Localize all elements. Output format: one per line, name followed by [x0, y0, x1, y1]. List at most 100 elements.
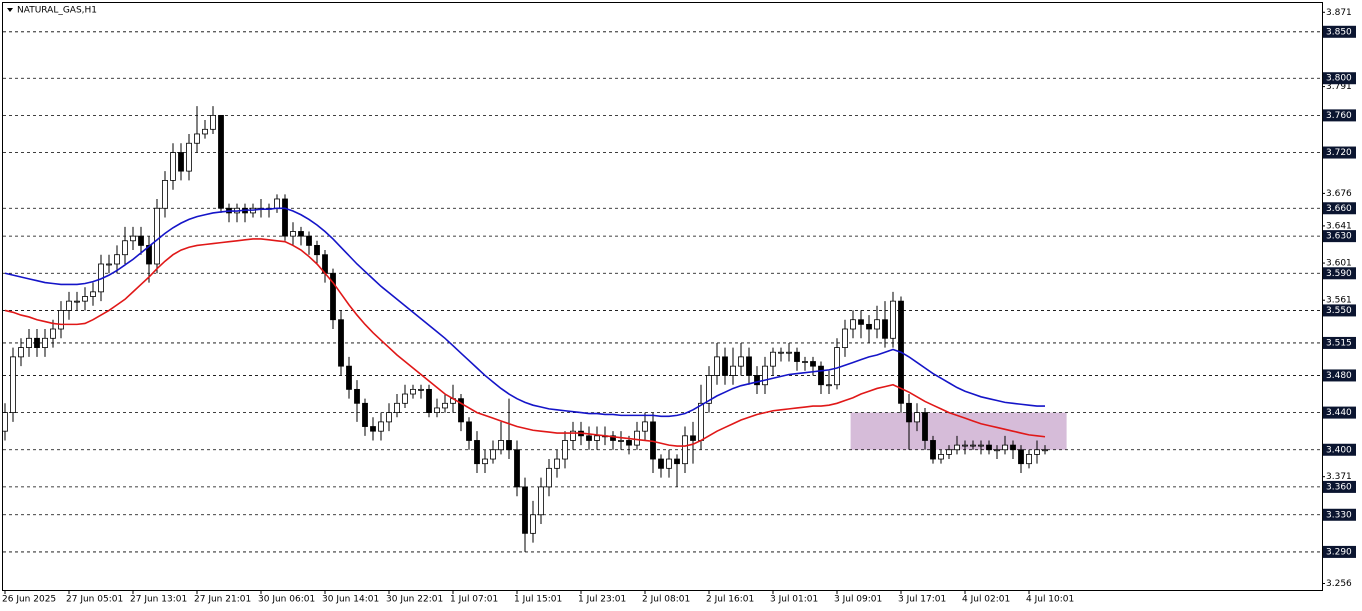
menu-arrow [7, 8, 13, 12]
candle-body [1042, 449, 1048, 452]
candle-body [818, 365, 824, 386]
level-label: 3.590 [1326, 269, 1352, 279]
candle-body [746, 356, 752, 376]
level-label: 3.400 [1326, 445, 1352, 455]
candle-body [762, 365, 768, 386]
candle-body [890, 300, 896, 339]
candle-body [642, 421, 648, 432]
y-tick-label: 3.641 [1326, 221, 1352, 231]
candle-body [786, 351, 792, 354]
candle-body [914, 412, 920, 423]
candle-body [346, 365, 352, 390]
candle-body [490, 449, 496, 460]
candle-body [186, 142, 192, 172]
x-tick-label: 27 Jun 05:01 [66, 595, 123, 605]
y-tick-label: 3.256 [1326, 579, 1352, 589]
level-label: 3.630 [1326, 232, 1352, 242]
candle-body [482, 458, 488, 465]
candle-body [842, 328, 848, 348]
candle-body [922, 412, 928, 441]
candle-body [210, 114, 216, 130]
candle-body [282, 198, 288, 237]
candle-body [698, 402, 704, 441]
x-tick-label: 3 Jul 17:01 [898, 595, 946, 605]
candle-body [994, 449, 1000, 452]
candle-body [426, 388, 432, 413]
candle-body [1010, 444, 1016, 451]
y-tick-label: 3.676 [1326, 189, 1352, 199]
candle-body [538, 486, 544, 516]
candle-body [794, 351, 800, 362]
candle-body [274, 198, 280, 209]
x-tick-label: 26 Jun 2025 [2, 595, 56, 605]
candle-body [874, 319, 880, 330]
level-label-bg [1323, 443, 1356, 456]
candle-body [906, 402, 912, 423]
x-tick-label: 4 Jul 10:01 [1026, 595, 1074, 605]
candle-body [514, 449, 520, 488]
y-tick-label: 3.371 [1326, 472, 1352, 482]
level-label-bg [1323, 267, 1356, 280]
y-tick-label: 3.561 [1326, 296, 1352, 306]
candle-body [18, 347, 24, 358]
candle-body [858, 319, 864, 325]
candle-body [802, 361, 808, 363]
plot-frame [2, 2, 1323, 591]
candle-body [730, 365, 736, 376]
x-tick-label: 4 Jul 02:01 [962, 595, 1010, 605]
candle-body [970, 444, 976, 447]
candle-body [34, 337, 40, 348]
candle-body [714, 356, 720, 376]
level-label: 3.760 [1326, 111, 1352, 121]
candle-body [10, 356, 16, 413]
candle-body [1018, 449, 1024, 465]
candle-body [938, 453, 944, 460]
candle-body [562, 440, 568, 460]
candle-body [50, 328, 56, 339]
level-label-bg [1323, 230, 1356, 243]
level-label-bg [1323, 480, 1356, 493]
candle-body [418, 388, 424, 391]
candle-body [194, 133, 200, 144]
candle-body [522, 486, 528, 534]
level-label: 3.440 [1326, 408, 1352, 418]
candle-body [178, 152, 184, 172]
level-label: 3.550 [1326, 306, 1352, 316]
level-label-bg [1323, 336, 1356, 349]
candle-body [666, 458, 672, 469]
candle-body [290, 231, 296, 237]
candle-body [754, 375, 760, 386]
candle-body [114, 254, 120, 265]
candle-body [138, 235, 144, 246]
candle-body [626, 440, 632, 446]
level-label: 3.480 [1326, 371, 1352, 381]
level-label-bg [1323, 369, 1356, 382]
x-tick-label: 30 Jun 06:01 [258, 595, 315, 605]
candle-body [530, 514, 536, 534]
zone [850, 412, 1067, 450]
candle-body [722, 356, 728, 376]
candle-body [26, 337, 32, 348]
y-tick-label: 3.871 [1326, 8, 1352, 18]
level-label-bg [1323, 146, 1356, 159]
x-tick-label: 2 Jul 16:01 [706, 595, 754, 605]
candle-body [682, 435, 688, 465]
candle-body [474, 440, 480, 465]
moving-average [4, 207, 1045, 418]
candle-body [866, 323, 872, 330]
candle-body [218, 114, 224, 209]
candle-body [1002, 444, 1008, 451]
candle-body [826, 384, 832, 387]
x-tick-label: 27 Jun 13:01 [130, 595, 187, 605]
candle-body [882, 319, 888, 339]
level-label-bg [1323, 545, 1356, 558]
candle-body [106, 263, 112, 266]
candle-body [2, 412, 8, 432]
level-label: 3.290 [1326, 547, 1352, 557]
candle-body [850, 319, 856, 330]
candle-body [354, 388, 360, 404]
candle-body [962, 444, 968, 447]
candle-body [130, 235, 136, 242]
candle-body [434, 407, 440, 413]
x-tick-label: 1 Jul 07:01 [450, 595, 498, 605]
